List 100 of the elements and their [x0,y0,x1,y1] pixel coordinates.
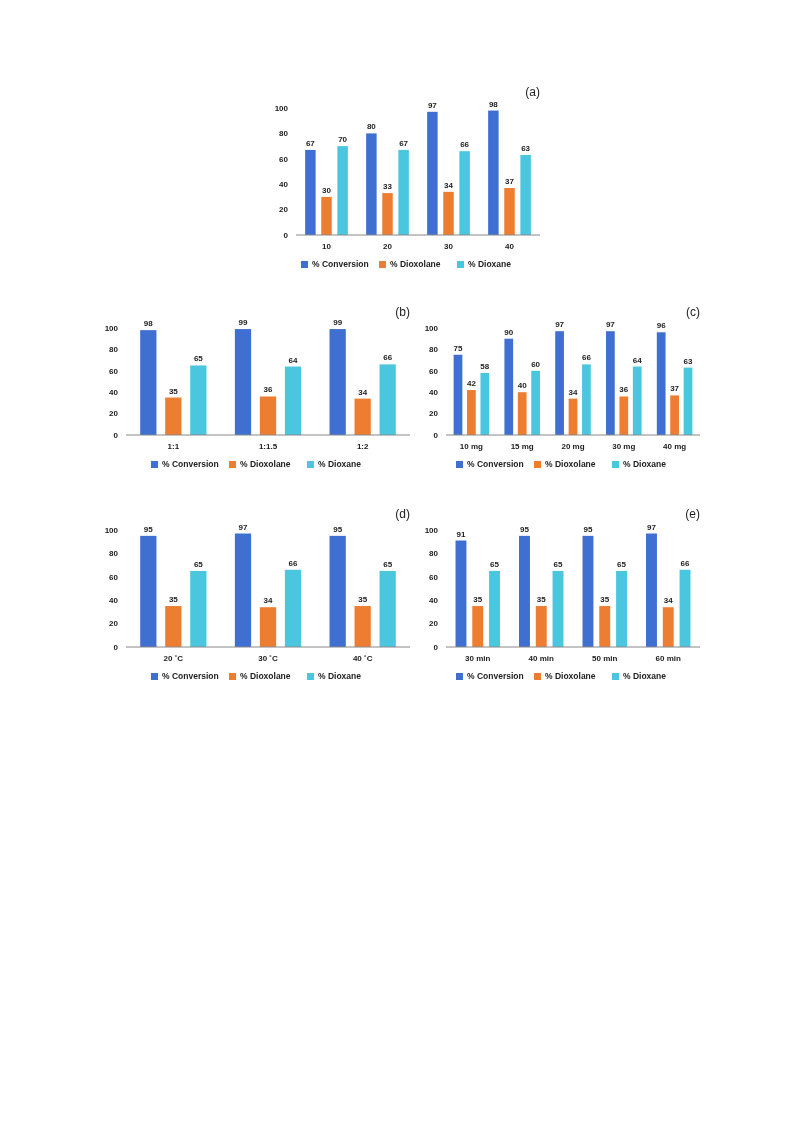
data-label: 95 [333,524,343,534]
legend-label: % Dioxane [318,459,362,469]
bar [599,606,611,647]
bar [234,533,252,647]
y-tick-label: 20 [109,409,119,419]
bar [683,367,693,435]
data-label: 35 [168,595,179,605]
chart-title: (b) [395,305,410,319]
data-label: 90 [504,327,514,337]
data-label: 34 [568,387,578,397]
legend-label: % Conversion [312,259,369,269]
bar [190,365,207,435]
bar [555,331,564,435]
x-tick-label: 30 [444,242,454,251]
data-label: 66 [680,558,691,568]
y-tick-label: 60 [109,572,119,582]
x-tick-label: 20 ˚C [163,654,184,663]
y-tick-label: 40 [109,596,119,605]
bar [531,370,540,435]
bar [467,390,476,435]
x-tick-label: 30 min [465,654,491,663]
x-tick-label: 1:2 [356,442,369,451]
y-tick-label: 80 [429,345,439,355]
bar [321,196,332,235]
data-label: 60 [531,359,541,369]
bar [305,149,316,235]
bar [488,110,499,235]
legend-label: % Dioxolane [390,259,441,269]
data-label: 37 [670,384,680,394]
y-tick-label: 20 [429,619,439,629]
data-label: 36 [619,385,629,395]
y-tick-label: 0 [433,642,439,652]
data-label: 65 [490,559,500,569]
bar [140,535,157,647]
x-tick-label: 40 ˚C [352,654,373,663]
y-tick-label: 100 [274,103,289,113]
x-tick-label: 40 mg [663,442,687,451]
data-label: 65 [193,354,204,364]
x-tick-label: 30 ˚C [258,654,278,663]
data-label: 91 [456,529,466,539]
y-tick-label: 20 [429,409,439,419]
bar [504,188,515,235]
bar [679,569,691,647]
y-tick-label: 40 [429,388,439,397]
bar [646,533,657,647]
data-label: 99 [238,318,248,328]
data-label: 42 [466,379,477,389]
data-label: 66 [288,558,298,568]
data-label: 95 [143,524,154,534]
bar [504,338,514,435]
bar [520,154,531,235]
data-label: 67 [305,138,316,148]
legend-label: % Conversion [467,671,524,681]
bar [379,364,396,435]
data-label: 64 [632,355,643,365]
bar [284,569,302,647]
bar [284,366,302,435]
legend-label: % Dioxane [623,459,667,469]
bar [616,570,627,647]
x-tick-label: 15 mg [510,442,534,451]
bar [656,332,666,435]
y-tick-label: 100 [424,323,439,333]
data-label: 95 [520,524,530,534]
legend-label: % Conversion [162,459,219,469]
bar [453,354,463,435]
x-tick-label: 10 mg [459,442,484,451]
x-tick-label: 10 [322,242,332,251]
y-tick-label: 0 [113,430,119,440]
bar [662,607,674,647]
y-tick-label: 100 [104,525,119,535]
data-label: 98 [143,319,154,329]
y-tick-label: 100 [424,525,439,535]
bar [329,329,346,435]
bar [582,364,591,435]
data-label: 98 [488,99,499,109]
data-label: 66 [581,353,592,363]
data-label: 35 [600,595,610,605]
bar [379,570,396,647]
bar [140,330,157,435]
legend-label: % Dioxane [318,671,362,681]
data-label: 66 [460,140,470,150]
bar [459,151,470,235]
bar [234,329,252,435]
data-label: 65 [193,559,204,569]
legend-label: % Dioxolane [545,671,596,681]
data-label: 63 [521,143,531,153]
bar [619,396,629,435]
data-label: 58 [480,361,490,371]
data-label: 63 [683,356,694,366]
data-label: 35 [536,595,547,605]
data-label: 35 [358,595,368,605]
y-tick-label: 60 [279,154,289,164]
bar [366,133,377,235]
chart-title: (a) [525,85,540,99]
data-label: 30 [322,185,332,195]
x-tick-label: 1:1.5 [258,442,278,451]
x-tick-label: 20 [383,242,393,251]
data-label: 96 [656,321,667,331]
bar [489,570,500,647]
data-label: 40 [517,381,528,391]
